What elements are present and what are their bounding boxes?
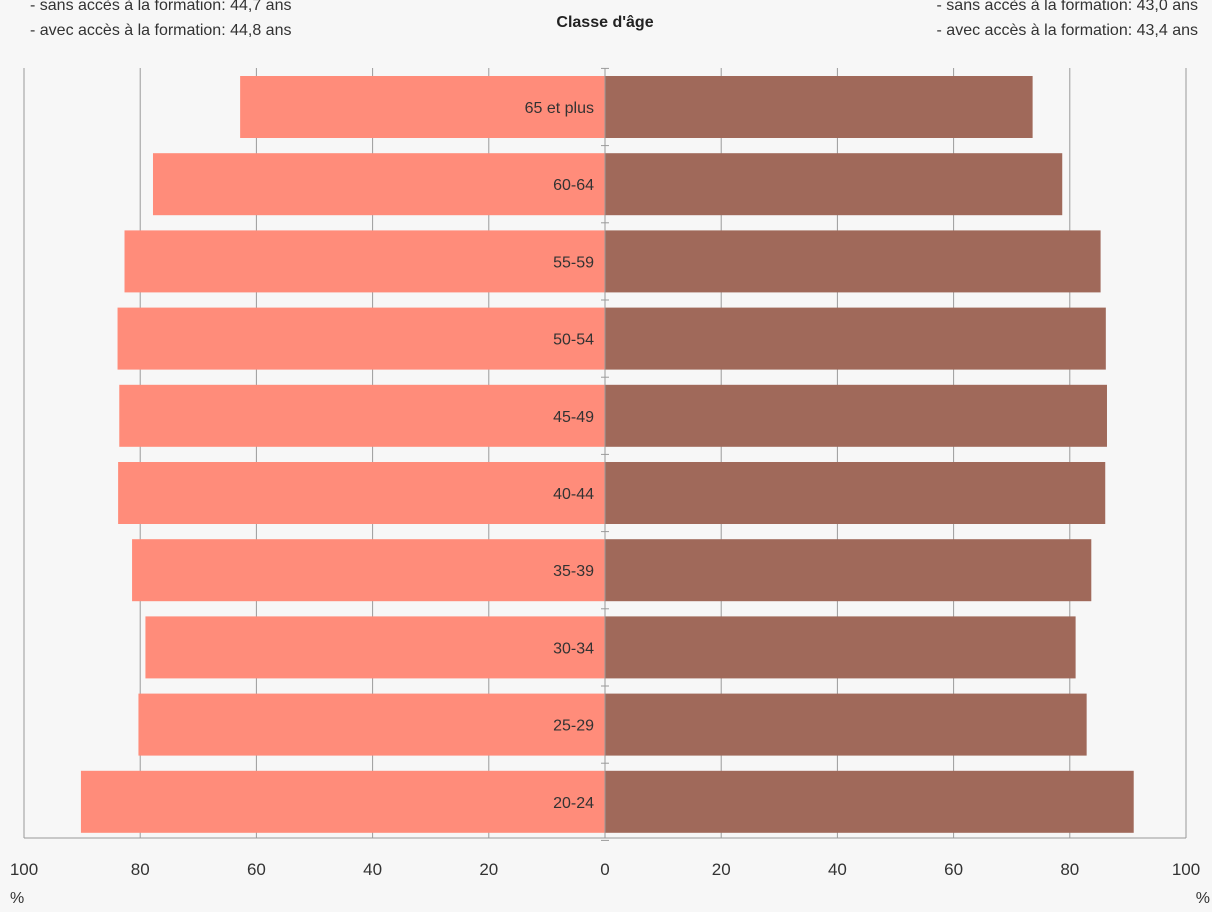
category-label: 25-29 [553,718,594,735]
bar-right [605,693,1087,756]
bar-right [605,307,1106,370]
right-note-line-1: - sans accès à la formation: 43,0 ans [936,0,1198,14]
x-tick-label: 20 [712,860,731,879]
bar-left [117,307,605,370]
bar-right [605,153,1063,216]
category-label: 35-39 [553,563,594,580]
left-note-line-1: - sans accès à la formation: 44,7 ans [30,0,292,14]
bar-left [145,616,605,679]
x-tick-label: 100 [10,860,38,879]
bar-left [124,230,605,293]
x-tick-label: 60 [944,860,963,879]
category-label: 40-44 [553,486,594,503]
category-label: 65 et plus [525,100,594,117]
bar-right [605,770,1134,833]
bar-right [605,230,1101,293]
bar-left [119,384,605,447]
category-label: 45-49 [553,409,594,426]
category-label: 60-64 [553,177,594,194]
bar-right [605,384,1107,447]
category-label: 20-24 [553,795,594,812]
x-tick-label: 60 [247,860,266,879]
x-tick-label: 80 [131,860,150,879]
right-age-notes: - sans accès à la formation: 43,0 ans - … [937,0,1198,43]
bar-left [118,462,605,524]
bar-right [605,462,1106,524]
bar-left [152,153,605,216]
bar-right [605,539,1092,602]
category-label: 55-59 [553,254,594,271]
center-title: Classe d'âge [556,14,654,31]
bar-left [132,539,606,602]
x-tick-label: 20 [479,860,498,879]
x-tick-label: 40 [363,860,382,879]
category-label: 50-54 [553,332,594,349]
bar-right [605,616,1076,679]
right-note-line-2: - avec accès à la formation: 43,4 ans [936,22,1198,39]
bar-left [80,770,606,833]
x-unit-label-right: % [1196,890,1210,907]
x-tick-label: 100 [1172,860,1200,879]
category-label: 30-34 [553,640,594,657]
x-unit-label-left: % [10,890,24,907]
x-tick-label: 0 [600,860,609,879]
bar-right [605,76,1033,138]
bar-left [138,693,605,756]
x-tick-label: 80 [1060,860,1079,879]
x-tick-label: 40 [828,860,847,879]
left-note-line-2: - avec accès à la formation: 44,8 ans [30,22,292,39]
bar-left [240,76,605,138]
left-age-notes: - sans accès à la formation: 44,7 ans - … [30,0,291,43]
